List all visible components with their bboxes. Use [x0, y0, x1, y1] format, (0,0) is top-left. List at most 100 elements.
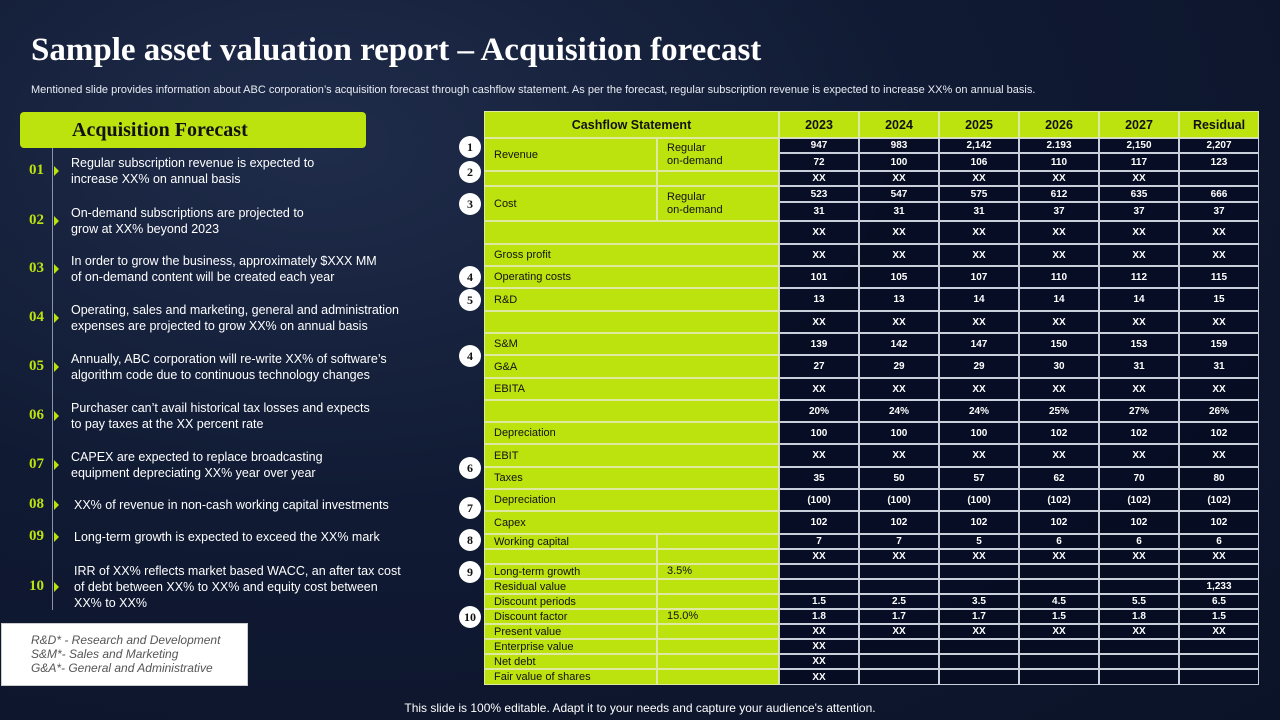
value-cell: 1.7	[939, 609, 1019, 624]
arrow-icon	[54, 313, 59, 323]
row-sublabel	[657, 654, 779, 669]
value-cell	[939, 669, 1019, 685]
value-cell: XX	[859, 444, 939, 467]
value-cell: XX	[1179, 549, 1259, 564]
value-cell: 2.193	[1019, 138, 1099, 153]
value-cell: XX	[859, 244, 939, 266]
value-cell: XX	[1099, 444, 1179, 467]
point-number: 06	[29, 407, 44, 423]
value-cell: 150	[1019, 333, 1099, 355]
row-label: R&D	[484, 288, 779, 311]
value-cell: (100)	[859, 489, 939, 511]
header-cell: 2027	[1099, 111, 1179, 138]
value-cell: 947	[779, 138, 859, 153]
value-cell: 27	[779, 355, 859, 378]
value-cell: 107	[939, 266, 1019, 288]
value-cell: 5.5	[1099, 594, 1179, 609]
header-cell: 2026	[1019, 111, 1099, 138]
value-cell: 24%	[859, 400, 939, 422]
cashflow-table: Cashflow Statement 2023 2024 2025 2026 2027 Re…	[484, 111, 1259, 685]
page-title: Sample asset valuation report – Acquisit…	[31, 32, 762, 68]
value-cell: 15	[1179, 288, 1259, 311]
header-cell: Cashflow Statement	[484, 111, 779, 138]
value-cell: XX	[1099, 171, 1179, 186]
value-cell	[1179, 171, 1259, 186]
value-cell: 2,150	[1099, 138, 1179, 153]
value-cell: 14	[1019, 288, 1099, 311]
value-cell: XX	[859, 171, 939, 186]
value-cell: 37	[1019, 202, 1099, 221]
value-cell: 1.8	[779, 609, 859, 624]
row-label: Discount factor	[484, 609, 657, 624]
row-label	[484, 549, 657, 564]
value-cell: 523	[779, 186, 859, 202]
value-cell: 6.5	[1179, 594, 1259, 609]
value-cell: XX	[779, 639, 859, 654]
point-text: Annually, ABC corporation will re-write …	[71, 352, 387, 382]
row-sublabel: Regular on-demand	[657, 138, 779, 171]
value-cell: XX	[939, 378, 1019, 400]
value-cell: XX	[779, 244, 859, 266]
point-number: 05	[29, 358, 44, 374]
value-cell: 102	[1019, 422, 1099, 444]
value-cell: 100	[779, 422, 859, 444]
value-cell: 159	[1179, 333, 1259, 355]
value-cell: XX	[1179, 221, 1259, 244]
point-number: 07	[29, 456, 44, 472]
point-text: On-demand subscriptions are projected to…	[71, 206, 304, 236]
value-cell: XX	[939, 624, 1019, 639]
value-cell: 4.5	[1019, 594, 1099, 609]
value-cell: 2,142	[939, 138, 1019, 153]
value-cell	[1179, 669, 1259, 685]
value-cell	[859, 669, 939, 685]
row-sublabel	[657, 171, 779, 186]
point-number: 02	[29, 212, 44, 228]
value-cell: 110	[1019, 153, 1099, 171]
value-cell: 147	[939, 333, 1019, 355]
value-cell: 100	[859, 422, 939, 444]
value-cell: XX	[859, 221, 939, 244]
step-marker: 7	[459, 497, 481, 519]
row-sublabel	[657, 549, 779, 564]
row-label: Fair value of shares	[484, 669, 657, 685]
row-label: EBIT	[484, 444, 779, 467]
value-cell: 102	[1179, 422, 1259, 444]
value-cell: XX	[1019, 444, 1099, 467]
value-cell: 115	[1179, 266, 1259, 288]
row-label: Depreciation	[484, 422, 779, 444]
value-cell: XX	[779, 669, 859, 685]
value-cell: 13	[859, 288, 939, 311]
value-cell: 142	[859, 333, 939, 355]
step-marker: 5	[459, 289, 481, 311]
value-cell: XX	[779, 624, 859, 639]
value-cell: XX	[1019, 378, 1099, 400]
value-cell	[1179, 654, 1259, 669]
point-number: 10	[29, 578, 44, 594]
point-text: CAPEX are expected to replace broadcasti…	[71, 450, 323, 480]
row-sublabel	[657, 534, 779, 549]
row-label: Enterprise value	[484, 639, 657, 654]
row-label	[484, 400, 779, 422]
value-cell	[1019, 564, 1099, 579]
panel-heading: Acquisition Forecast	[20, 112, 366, 148]
row-label	[484, 171, 657, 186]
value-cell: 1.5	[1019, 609, 1099, 624]
value-cell: 26%	[1179, 400, 1259, 422]
value-cell: XX	[779, 549, 859, 564]
value-cell: (102)	[1019, 489, 1099, 511]
value-cell: XX	[1099, 244, 1179, 266]
value-cell: XX	[859, 378, 939, 400]
value-cell: 635	[1099, 186, 1179, 202]
value-cell	[1099, 639, 1179, 654]
arrow-icon	[54, 500, 59, 510]
value-cell	[859, 654, 939, 669]
row-sublabel	[657, 669, 779, 685]
value-cell: 29	[939, 355, 1019, 378]
value-cell: 31	[939, 202, 1019, 221]
value-cell: 102	[1099, 511, 1179, 534]
step-marker: 4	[459, 266, 481, 288]
value-cell	[939, 654, 1019, 669]
value-cell: 612	[1019, 186, 1099, 202]
value-cell: 117	[1099, 153, 1179, 171]
value-cell	[939, 639, 1019, 654]
